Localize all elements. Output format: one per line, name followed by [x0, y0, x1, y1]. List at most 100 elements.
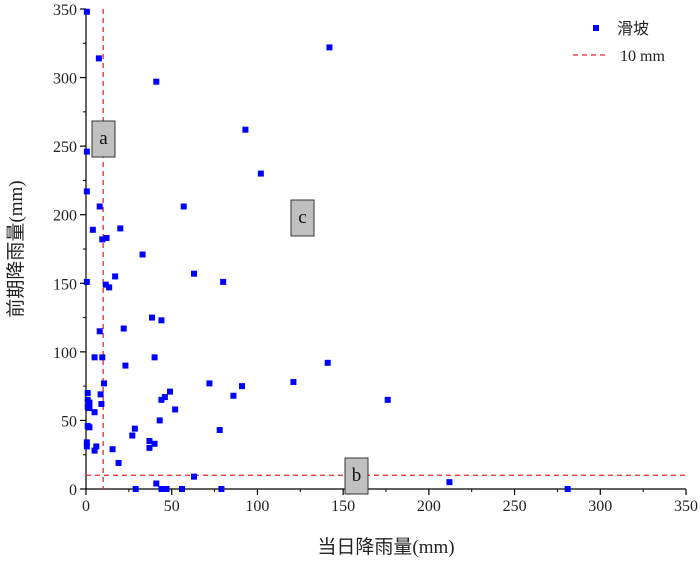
scatter-point	[153, 480, 160, 487]
x-tick-label: 50	[164, 498, 180, 515]
scatter-point	[151, 354, 158, 361]
scatter-point	[180, 203, 187, 210]
scatter-point	[115, 459, 122, 466]
y-tick-label: 0	[69, 482, 77, 499]
scatter-point	[239, 383, 245, 390]
scatter-point	[172, 406, 179, 413]
scatter-point	[96, 203, 103, 210]
scatter-point	[139, 251, 146, 258]
scatter-point	[102, 281, 109, 288]
scatter-point	[167, 388, 173, 395]
annotation-box-b: b	[344, 457, 369, 495]
scatter-point	[95, 55, 102, 62]
y-tick-label: 50	[61, 413, 77, 430]
scatter-point	[83, 8, 90, 15]
scatter-point	[242, 126, 249, 133]
x-tick-label: 300	[588, 498, 612, 515]
scatter-point	[91, 447, 98, 454]
scatter-point	[564, 486, 571, 492]
scatter-point	[99, 236, 106, 243]
legend-label: 滑坡	[617, 20, 649, 38]
scatter-point	[83, 188, 90, 195]
scatter-point	[153, 78, 160, 85]
annotation-box-frame	[91, 120, 116, 158]
scatter-point	[106, 284, 113, 291]
scatter-point	[290, 379, 297, 386]
scatter-point	[86, 424, 93, 431]
scatter-point	[216, 427, 223, 434]
scatter-point	[93, 443, 100, 450]
scatter-point	[156, 417, 163, 424]
scatter-point	[96, 328, 103, 335]
scatter-point	[149, 314, 155, 321]
scatter-point	[91, 354, 98, 361]
scatter-point	[99, 354, 106, 361]
scatter-point	[161, 394, 168, 401]
scatter-point	[97, 391, 104, 398]
scatter-point	[206, 380, 213, 387]
y-tick-label: 250	[53, 139, 77, 156]
annotation-label: b	[352, 465, 362, 486]
scatter-point	[83, 439, 90, 446]
x-tick-label: 200	[417, 498, 441, 515]
legend-label: 10 mm	[620, 48, 665, 65]
annotation-box-a: a	[91, 120, 116, 158]
y-tick-label: 150	[53, 276, 77, 293]
scatter-point	[83, 443, 90, 450]
y-tick-label: 300	[53, 71, 77, 88]
scatter-point	[446, 479, 453, 486]
x-tick-label: 100	[245, 498, 269, 515]
axes: 0 50 100 150 200 250 300 350 0 50 100 150 200 250 300 3…	[53, 2, 698, 515]
y-tick-label: 100	[53, 345, 77, 362]
scatter-point	[98, 400, 105, 407]
scatter-point	[89, 226, 96, 233]
scatter-point	[83, 278, 90, 285]
scatter-point	[191, 473, 197, 480]
scatter-point	[218, 486, 225, 492]
annotation-label: c	[298, 207, 306, 228]
scatter-point	[86, 405, 93, 412]
scatter-point	[129, 432, 136, 439]
scatter-point	[146, 444, 153, 451]
y-tick-label: 350	[53, 2, 77, 19]
scatter-point	[326, 44, 333, 51]
scatter-point	[117, 225, 124, 232]
scatter-point	[179, 486, 185, 492]
scatter-point	[324, 359, 331, 366]
annotation-box-frame	[290, 199, 315, 237]
scatter-point	[191, 270, 197, 277]
scatter-point	[384, 396, 391, 403]
y-tick-label: 200	[53, 208, 77, 225]
scatter-point	[84, 390, 91, 396]
scatter-point	[158, 396, 165, 403]
scatter-point	[257, 170, 264, 177]
legend: 滑坡 10 mm	[573, 20, 665, 65]
annotation-boxes: a b c	[91, 120, 369, 495]
scatter-point	[122, 362, 129, 369]
scatter-point	[146, 438, 153, 444]
scatter-point	[91, 409, 98, 416]
scatter-point	[220, 278, 227, 285]
reference-lines	[86, 9, 686, 489]
scatter-point	[132, 486, 139, 492]
scatter-point	[86, 399, 93, 406]
legend-marker	[593, 25, 599, 31]
scatter-points	[83, 8, 571, 492]
annotation-box-c: c	[290, 199, 315, 237]
scatter-point	[163, 486, 170, 492]
x-tick-label: 250	[503, 498, 527, 515]
scatter-point	[158, 486, 165, 492]
x-tick-label: 0	[82, 498, 90, 515]
x-axis-title: 当日降雨量(mm)	[317, 536, 454, 558]
scatter-point	[83, 148, 90, 155]
scatter-point	[101, 380, 107, 387]
scatter-point	[158, 317, 165, 324]
scatter-point	[112, 273, 119, 280]
scatter-point	[131, 425, 138, 432]
scatter-point	[109, 446, 116, 453]
scatter-point	[120, 325, 127, 332]
x-tick-label: 150	[331, 498, 355, 515]
scatter-point	[103, 235, 110, 242]
annotation-box-frame	[344, 457, 369, 495]
